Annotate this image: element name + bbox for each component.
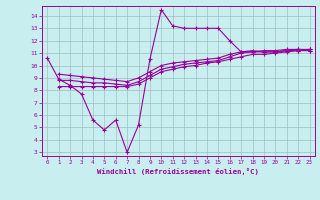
X-axis label: Windchill (Refroidissement éolien,°C): Windchill (Refroidissement éolien,°C) bbox=[98, 168, 259, 175]
